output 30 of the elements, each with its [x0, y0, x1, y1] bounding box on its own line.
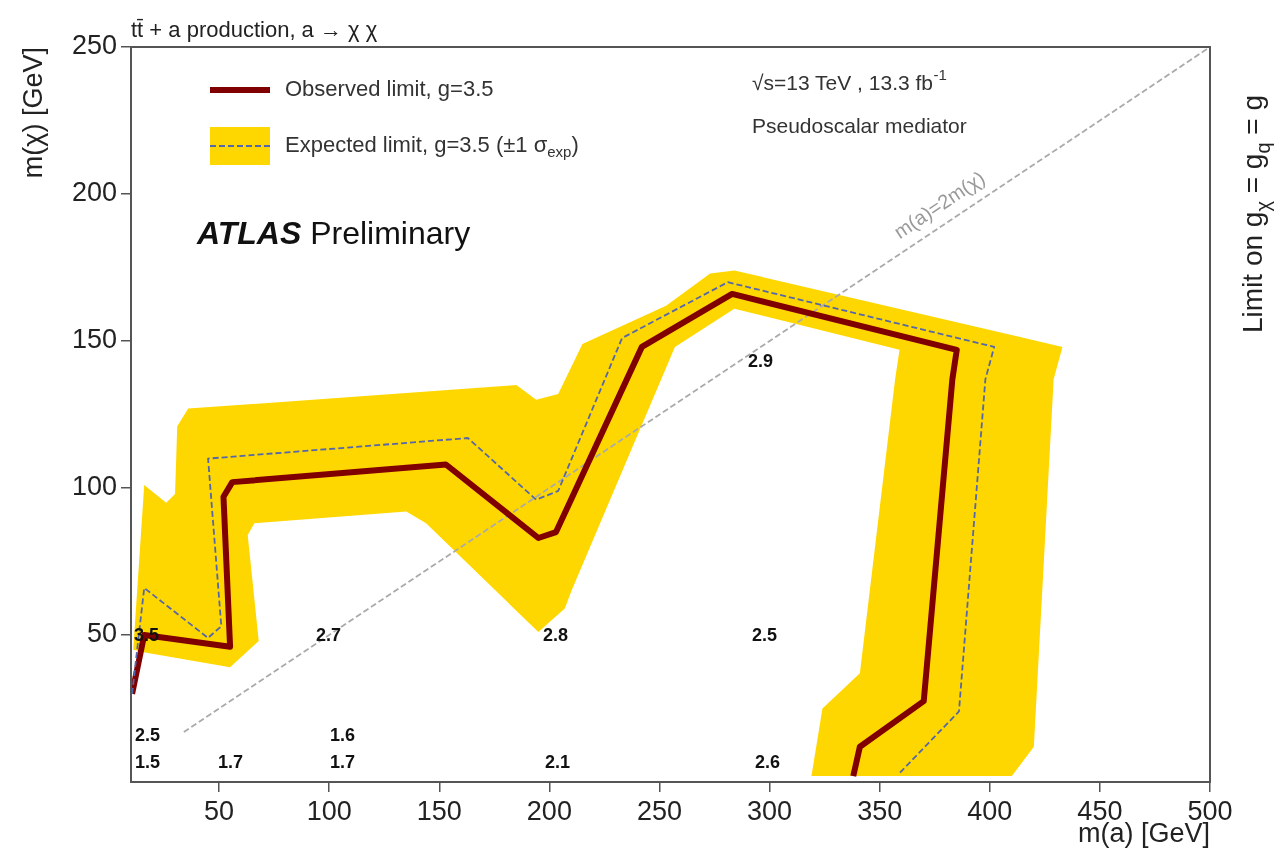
x-tick-label: 150 — [416, 795, 462, 826]
y2-axis-title: Limit on gχ = gq = g — [1237, 95, 1275, 333]
legend-label: Observed limit, g=3.5 — [285, 76, 494, 102]
annotation: 1.7 — [218, 751, 244, 772]
x-tick-label: 100 — [306, 795, 352, 826]
annotation: Pseudoscalar mediator — [752, 113, 967, 137]
annotation: 2.1 — [545, 751, 571, 772]
x-tick-label: 200 — [526, 795, 572, 826]
annotation: 2.7 — [316, 624, 342, 645]
y-tick-label: 150 — [71, 324, 117, 355]
annotation: 2.9 — [748, 350, 774, 371]
annotation: 2.5 — [752, 624, 778, 645]
y-tick-label: 250 — [71, 30, 117, 61]
annotation: 1.6 — [330, 724, 356, 745]
annotation: 1.5 — [135, 751, 161, 772]
annotation: 2.8 — [543, 624, 569, 645]
annotation: ATLAS Preliminary — [196, 214, 471, 251]
y-axis-title: m(χ) [GeV] — [18, 46, 48, 179]
chart-title: tt̄ + a production, a → χ χ — [131, 17, 378, 42]
x-tick-label: 400 — [967, 795, 1013, 826]
annotation: 1.7 — [330, 751, 356, 772]
y-tick-label: 200 — [71, 177, 117, 208]
y-tick-label: 50 — [86, 618, 117, 649]
x-tick-label: 350 — [857, 795, 903, 826]
x-tick-label: 50 — [204, 795, 235, 826]
annotation: 2.6 — [755, 751, 781, 772]
y-tick-label: 100 — [71, 471, 117, 502]
x-tick-label: 300 — [747, 795, 793, 826]
annotation: 2.5 — [135, 724, 161, 745]
x-tick-label: 250 — [636, 795, 683, 826]
